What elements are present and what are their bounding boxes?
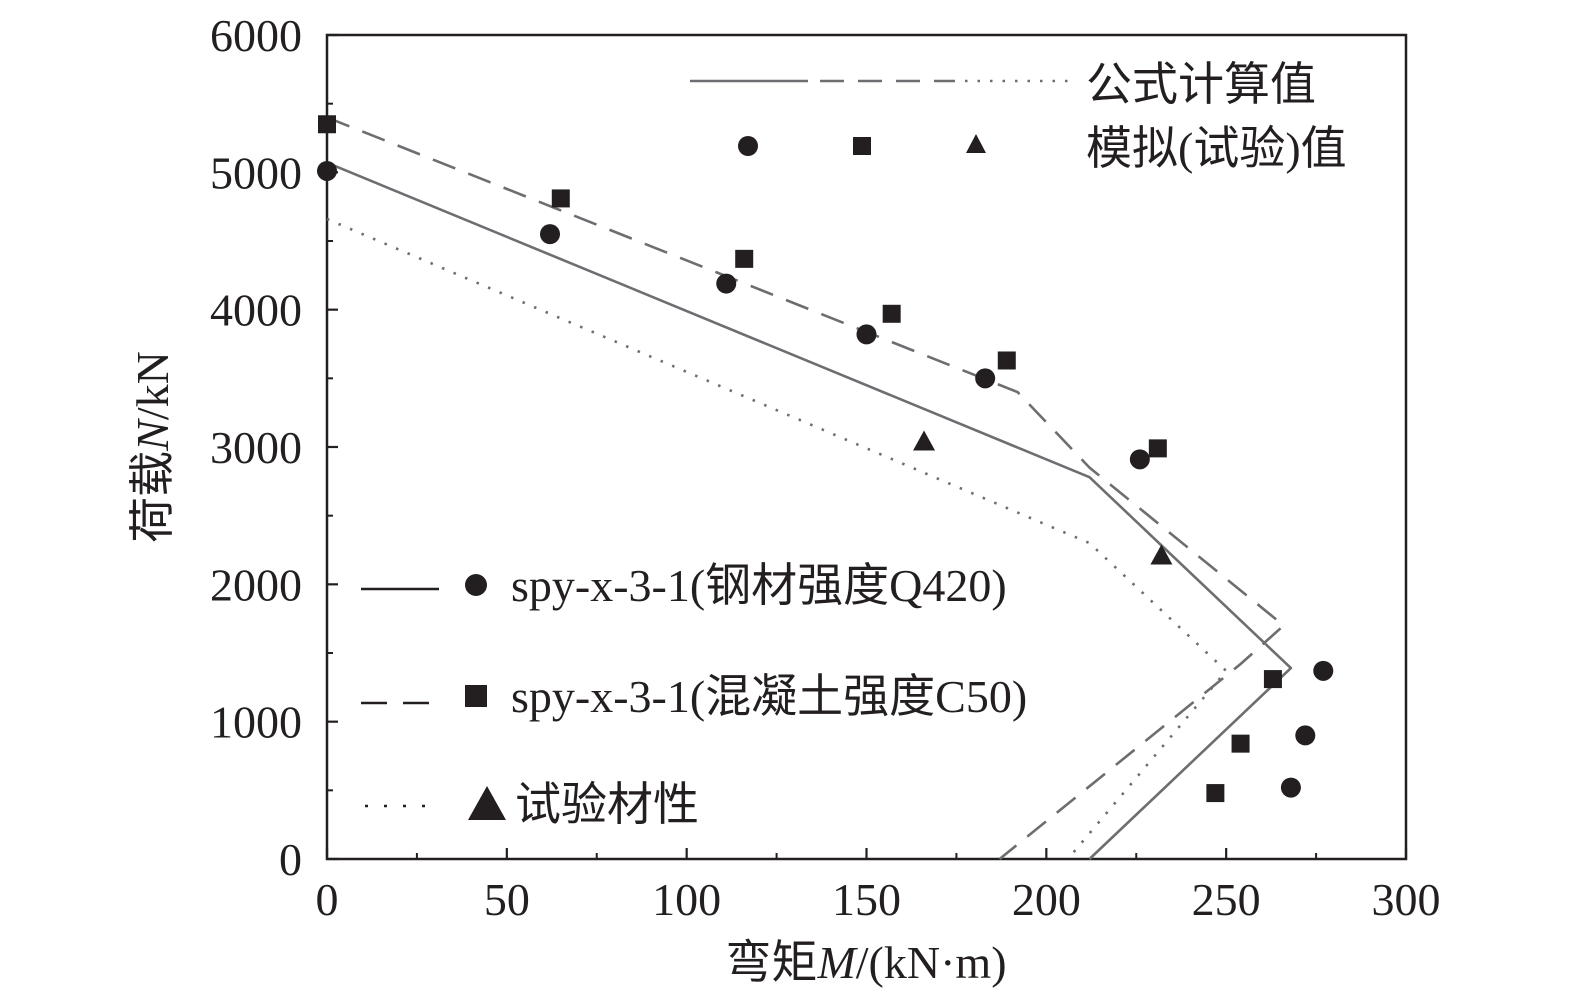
- y-tick-label: 2000: [210, 559, 302, 610]
- x-tick-label: 200: [1012, 874, 1081, 925]
- marker-series-1: [1280, 777, 1301, 798]
- marker-series-2: [1263, 670, 1282, 689]
- marker-series-1: [1129, 449, 1150, 470]
- legend-top-square-marker: [853, 137, 871, 155]
- marker-series-3: [913, 430, 936, 451]
- legend-top: 公式计算值 模拟(试验)值: [690, 59, 1347, 174]
- y-tick-label: 5000: [210, 147, 302, 198]
- marker-series-1: [1313, 660, 1334, 681]
- legend-top-marker-label: 模拟(试验)值: [1086, 123, 1347, 174]
- marker-series-2: [882, 304, 901, 323]
- marker-series-1: [317, 160, 337, 181]
- y-axis-title: 荷载N/kN: [127, 351, 178, 543]
- legend-series-3-marker: [468, 786, 506, 820]
- x-tick-label: 0: [316, 874, 339, 925]
- marker-series-1: [1295, 725, 1316, 746]
- x-tick-label: 50: [484, 874, 530, 925]
- y-tick-label: 1000: [210, 697, 302, 748]
- marker-series-2: [1206, 784, 1225, 803]
- legend-series-3-label: 试验材性: [515, 779, 699, 830]
- marker-series-1: [716, 273, 737, 294]
- calculated-curves: [326, 116, 1293, 861]
- data-markers: [317, 115, 1334, 803]
- marker-series-2: [1148, 439, 1167, 458]
- legend-series-1-label: spy-x-3-1(钢材强度Q420): [511, 560, 1007, 611]
- marker-series-2: [735, 249, 754, 268]
- y-tick-label: 3000: [210, 422, 302, 473]
- y-axis: 0 1000 2000 3000 4000 5000 6000: [210, 10, 338, 885]
- curve-series-1: [326, 161, 1293, 860]
- y-tick-label: 6000: [210, 10, 302, 61]
- marker-series-2: [318, 115, 336, 134]
- marker-series-2: [1231, 734, 1250, 753]
- x-tick-label: 100: [652, 874, 721, 925]
- curve-series-3: [326, 217, 1228, 860]
- marker-series-1: [856, 324, 877, 345]
- marker-series-1: [975, 368, 996, 389]
- x-tick-label: 250: [1192, 874, 1261, 925]
- x-axis-title-prefix: 弯矩: [725, 937, 817, 988]
- x-axis-title-suffix: /(kN·m): [856, 937, 1007, 988]
- legend-series-1-marker: [465, 574, 487, 596]
- legend-top-circle-marker: [738, 136, 758, 156]
- legend-top-line-label: 公式计算值: [1086, 59, 1316, 110]
- curve-series-2: [326, 116, 1285, 861]
- y-tick-label: 4000: [210, 285, 302, 336]
- legend-series: spy-x-3-1(钢材强度Q420) spy-x-3-1(混凝土强度C50) …: [361, 560, 1027, 830]
- x-axis: 0 50 100 150 200 250 300: [316, 848, 1441, 925]
- y-axis-title-var: N: [127, 418, 178, 452]
- marker-series-2: [997, 351, 1016, 370]
- marker-series-1: [539, 224, 560, 245]
- y-tick-label: 0: [279, 834, 302, 885]
- legend-top-triangle-marker: [966, 134, 986, 153]
- y-axis-title-suffix: /kN: [127, 351, 178, 420]
- x-tick-label: 150: [832, 874, 901, 925]
- x-axis-title: 弯矩M/(kN·m): [725, 937, 1006, 988]
- marker-series-2: [551, 189, 570, 208]
- x-tick-label: 300: [1372, 874, 1441, 925]
- legend-series-2-label: spy-x-3-1(混凝土强度C50): [511, 671, 1027, 722]
- y-axis-title-prefix: 荷载: [127, 451, 178, 543]
- legend-series-2-marker: [465, 685, 487, 707]
- x-axis-title-var: M: [816, 937, 858, 988]
- marker-series-3: [1150, 544, 1173, 565]
